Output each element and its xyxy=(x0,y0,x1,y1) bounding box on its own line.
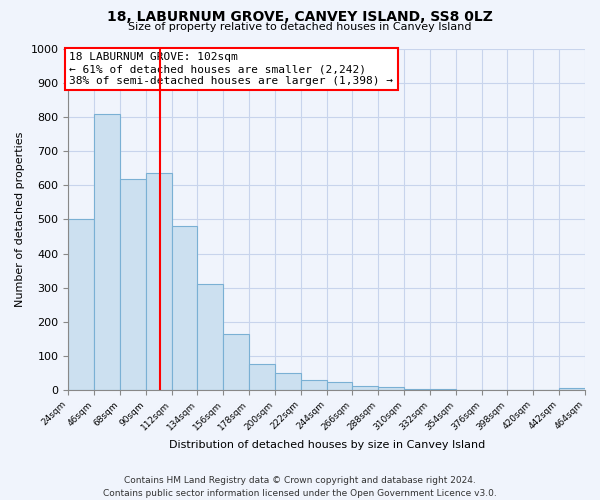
Bar xyxy=(223,334,249,390)
Bar xyxy=(326,382,352,390)
Bar xyxy=(172,226,197,390)
Bar xyxy=(68,220,94,390)
Bar xyxy=(249,364,275,390)
Bar xyxy=(120,179,146,390)
Bar xyxy=(146,174,172,390)
Bar xyxy=(352,386,379,390)
Y-axis label: Number of detached properties: Number of detached properties xyxy=(15,132,25,307)
Text: Size of property relative to detached houses in Canvey Island: Size of property relative to detached ho… xyxy=(128,22,472,32)
Text: 18, LABURNUM GROVE, CANVEY ISLAND, SS8 0LZ: 18, LABURNUM GROVE, CANVEY ISLAND, SS8 0… xyxy=(107,10,493,24)
Bar xyxy=(559,388,585,390)
X-axis label: Distribution of detached houses by size in Canvey Island: Distribution of detached houses by size … xyxy=(169,440,485,450)
Bar xyxy=(197,284,223,390)
Text: 18 LABURNUM GROVE: 102sqm
← 61% of detached houses are smaller (2,242)
38% of se: 18 LABURNUM GROVE: 102sqm ← 61% of detac… xyxy=(70,52,394,86)
Bar xyxy=(379,388,404,390)
Text: Contains HM Land Registry data © Crown copyright and database right 2024.
Contai: Contains HM Land Registry data © Crown c… xyxy=(103,476,497,498)
Bar xyxy=(430,389,456,390)
Bar xyxy=(94,114,120,390)
Bar xyxy=(404,389,430,390)
Bar xyxy=(301,380,326,390)
Bar xyxy=(275,374,301,390)
